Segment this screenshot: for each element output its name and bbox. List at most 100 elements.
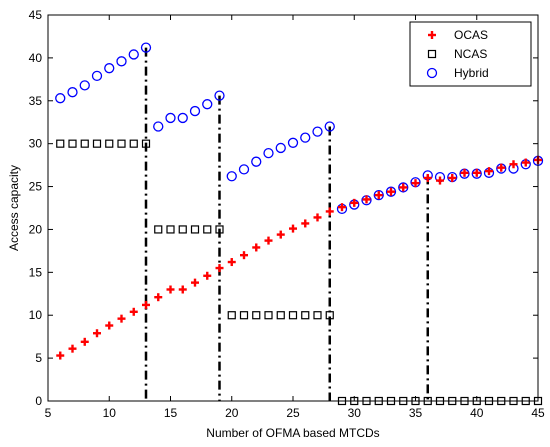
hybrid-point — [67, 87, 78, 98]
hybrid-point — [104, 63, 115, 74]
x-tick-label: 10 — [103, 406, 117, 420]
legend-entry-ncas: NCAS — [427, 47, 487, 61]
ocas-point — [325, 207, 334, 216]
x-tick-label: 20 — [225, 406, 239, 420]
y-tick-label: 5 — [35, 351, 42, 365]
ncas-point — [80, 139, 89, 148]
x-tick-label: 35 — [409, 406, 423, 420]
ncas-point — [239, 311, 249, 320]
ocas-point — [264, 236, 273, 245]
ncas-point — [264, 311, 273, 320]
ocas-point — [154, 293, 163, 302]
series-layer — [55, 42, 544, 406]
y-tick-label: 35 — [29, 94, 43, 108]
ncas-point — [301, 311, 310, 320]
hybrid-point — [128, 49, 139, 60]
legend-entry-hybrid: Hybrid — [426, 66, 489, 80]
ocas-point — [215, 264, 224, 273]
ocas-point — [338, 203, 346, 212]
ocas-point — [362, 195, 371, 204]
ncas-point — [105, 139, 114, 148]
hybrid-point — [165, 112, 176, 124]
hybrid-point — [177, 112, 188, 124]
ocas-point — [374, 191, 383, 200]
hybrid-point — [140, 42, 152, 53]
ocas-point — [472, 168, 481, 177]
hybrid-point — [300, 132, 311, 143]
ocas-point — [485, 167, 493, 176]
ocas-point — [166, 285, 175, 294]
legend-marker-ocas — [428, 31, 436, 39]
ocas-point — [142, 300, 150, 309]
ocas-point — [191, 278, 199, 287]
y-tick-label: 25 — [29, 180, 43, 194]
ncas-point — [190, 225, 200, 234]
hybrid-point — [226, 171, 237, 182]
hybrid-point — [116, 56, 127, 67]
y-tick-label: 45 — [29, 8, 43, 22]
y-tick-label: 20 — [29, 222, 43, 236]
legend-label-hybrid: Hybrid — [454, 66, 489, 80]
x-tick-label: 15 — [164, 406, 178, 420]
ncas-point — [178, 225, 187, 234]
hybrid-point — [385, 186, 397, 197]
hybrid-point — [55, 93, 66, 104]
ocas-point — [56, 351, 65, 360]
ncas-point — [276, 311, 285, 320]
x-tick-label: 40 — [470, 406, 484, 420]
legend: OCAS NCAS Hybrid — [409, 21, 532, 87]
ncas-point — [129, 139, 138, 148]
ocas-point — [68, 344, 77, 353]
ocas-point — [387, 187, 395, 196]
ocas-point — [436, 176, 444, 185]
hybrid-point — [214, 90, 225, 101]
ncas-point — [117, 139, 126, 148]
ocas-point — [80, 337, 89, 346]
axis-ticks — [47, 14, 539, 402]
ocas-point — [497, 163, 506, 172]
ocas-point — [240, 251, 248, 260]
ncas-point — [325, 311, 334, 320]
hybrid-point — [263, 147, 274, 159]
y-tick-label: 30 — [29, 137, 43, 151]
ncas-point — [56, 139, 65, 148]
hybrid-point — [189, 105, 201, 117]
hybrid-point — [79, 80, 90, 91]
hybrid-point — [275, 142, 286, 154]
y-tick-label: 0 — [35, 394, 42, 408]
hybrid-point — [324, 121, 335, 132]
legend-box — [409, 21, 532, 87]
x-tick-label: 45 — [531, 406, 545, 420]
ncas-point — [68, 139, 77, 148]
ocas-point — [423, 173, 432, 182]
ocas-point — [460, 168, 469, 177]
ncas-point — [227, 311, 236, 320]
ncas-point — [154, 225, 163, 234]
ocas-point — [93, 329, 101, 338]
ocas-point — [301, 219, 310, 228]
ncas-point — [166, 225, 175, 234]
ncas-point — [141, 139, 151, 148]
ocas-point — [105, 321, 114, 330]
hybrid-point — [287, 137, 299, 148]
ocas-point — [203, 271, 212, 280]
ocas-point — [313, 213, 322, 222]
ocas-point — [252, 243, 261, 252]
ocas-point — [178, 285, 187, 294]
ocas-point — [448, 173, 457, 182]
legend-entry-ocas: OCAS — [428, 28, 488, 42]
x-tick-label: 25 — [286, 406, 300, 420]
ncas-point — [203, 225, 212, 234]
ocas-point — [117, 314, 126, 323]
ocas-point — [129, 307, 138, 316]
hybrid-point — [238, 164, 250, 175]
legend-marker-hybrid — [426, 67, 438, 79]
ocas-point — [350, 198, 359, 207]
legend-entries: OCAS NCAS Hybrid — [426, 28, 489, 80]
series-hybrid — [55, 42, 544, 215]
ncas-point — [215, 225, 224, 234]
ncas-point — [252, 311, 261, 320]
ocas-point — [521, 158, 530, 167]
